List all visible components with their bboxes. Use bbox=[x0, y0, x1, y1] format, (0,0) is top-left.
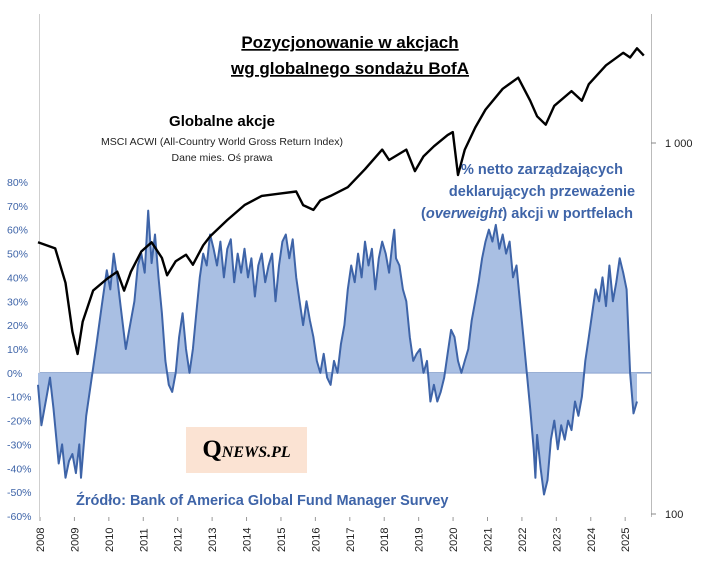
logo-box: QNEWS.PL bbox=[186, 427, 307, 473]
x-tick-label: 2008 bbox=[35, 528, 47, 552]
x-tick-label: 2017 bbox=[345, 528, 357, 552]
y-left-tick-label: -60% bbox=[7, 511, 32, 523]
x-tick-label: 2025 bbox=[620, 528, 632, 552]
x-tick-label: 2013 bbox=[207, 528, 219, 552]
y-left-tick-label: 70% bbox=[7, 201, 28, 213]
x-tick-label: 2009 bbox=[69, 528, 81, 552]
y-left-tick-label: 80% bbox=[7, 177, 28, 189]
x-tick-label: 2016 bbox=[310, 528, 322, 552]
x-tick-label: 2014 bbox=[242, 528, 254, 552]
y-left-tick-label: -50% bbox=[7, 487, 32, 499]
y-left-tick-label: -20% bbox=[7, 416, 32, 428]
y-left-tick-label: 50% bbox=[7, 249, 28, 261]
y-left-tick-label: -10% bbox=[7, 392, 32, 404]
logo-text: QNEWS.PL bbox=[202, 436, 291, 463]
x-tick-label: 2024 bbox=[586, 528, 598, 552]
x-tick-label: 2020 bbox=[448, 528, 460, 552]
y-left-tick-label: 30% bbox=[7, 296, 28, 308]
x-tick-label: 2019 bbox=[414, 528, 426, 552]
series-black-desc-1: MSCI ACWI (All-Country World Gross Retur… bbox=[101, 136, 343, 148]
y-left-tick-label: -40% bbox=[7, 463, 32, 475]
series-black-desc-2: Dane mies. Oś prawa bbox=[172, 152, 273, 164]
series-blue-line-2: deklarujących przeważenie bbox=[449, 184, 635, 200]
x-tick-label: 2023 bbox=[551, 528, 563, 552]
series-blue-line-3: (overweight) akcji w portfelach bbox=[421, 206, 633, 222]
y-left-tick-label: 10% bbox=[7, 344, 28, 356]
chart-title-line-1: Pozycjonowanie w akcjach bbox=[241, 33, 458, 52]
source-note: Źródło: Bank of America Global Fund Mana… bbox=[76, 492, 449, 509]
x-tick-label: 2012 bbox=[173, 528, 185, 552]
series-blue-line-1: % netto zarządzających bbox=[461, 162, 623, 178]
series-area-line bbox=[37, 209, 638, 496]
x-tick-label: 2022 bbox=[517, 528, 529, 552]
series-black-name: Globalne akcje bbox=[169, 113, 275, 130]
y-left-tick-label: -30% bbox=[7, 439, 32, 451]
x-tick-label: 2018 bbox=[379, 528, 391, 552]
chart-title-line-2: wg globalnego sondażu BofA bbox=[230, 59, 469, 78]
y-left-tick-label: 0% bbox=[7, 368, 22, 380]
y-right-tick-label: 1 000 bbox=[665, 138, 693, 150]
y-left-tick-label: 20% bbox=[7, 320, 28, 332]
y-left-tick-label: 40% bbox=[7, 272, 28, 284]
x-tick-label: 2011 bbox=[138, 528, 150, 552]
x-tick-label: 2010 bbox=[104, 528, 116, 552]
series-area-fill bbox=[38, 210, 637, 495]
x-tick-label: 2021 bbox=[482, 528, 494, 552]
y-right-tick-label: 100 bbox=[665, 509, 683, 521]
series-black-line bbox=[37, 47, 645, 356]
y-left-tick-label: 60% bbox=[7, 225, 28, 237]
x-tick-label: 2015 bbox=[276, 528, 288, 552]
